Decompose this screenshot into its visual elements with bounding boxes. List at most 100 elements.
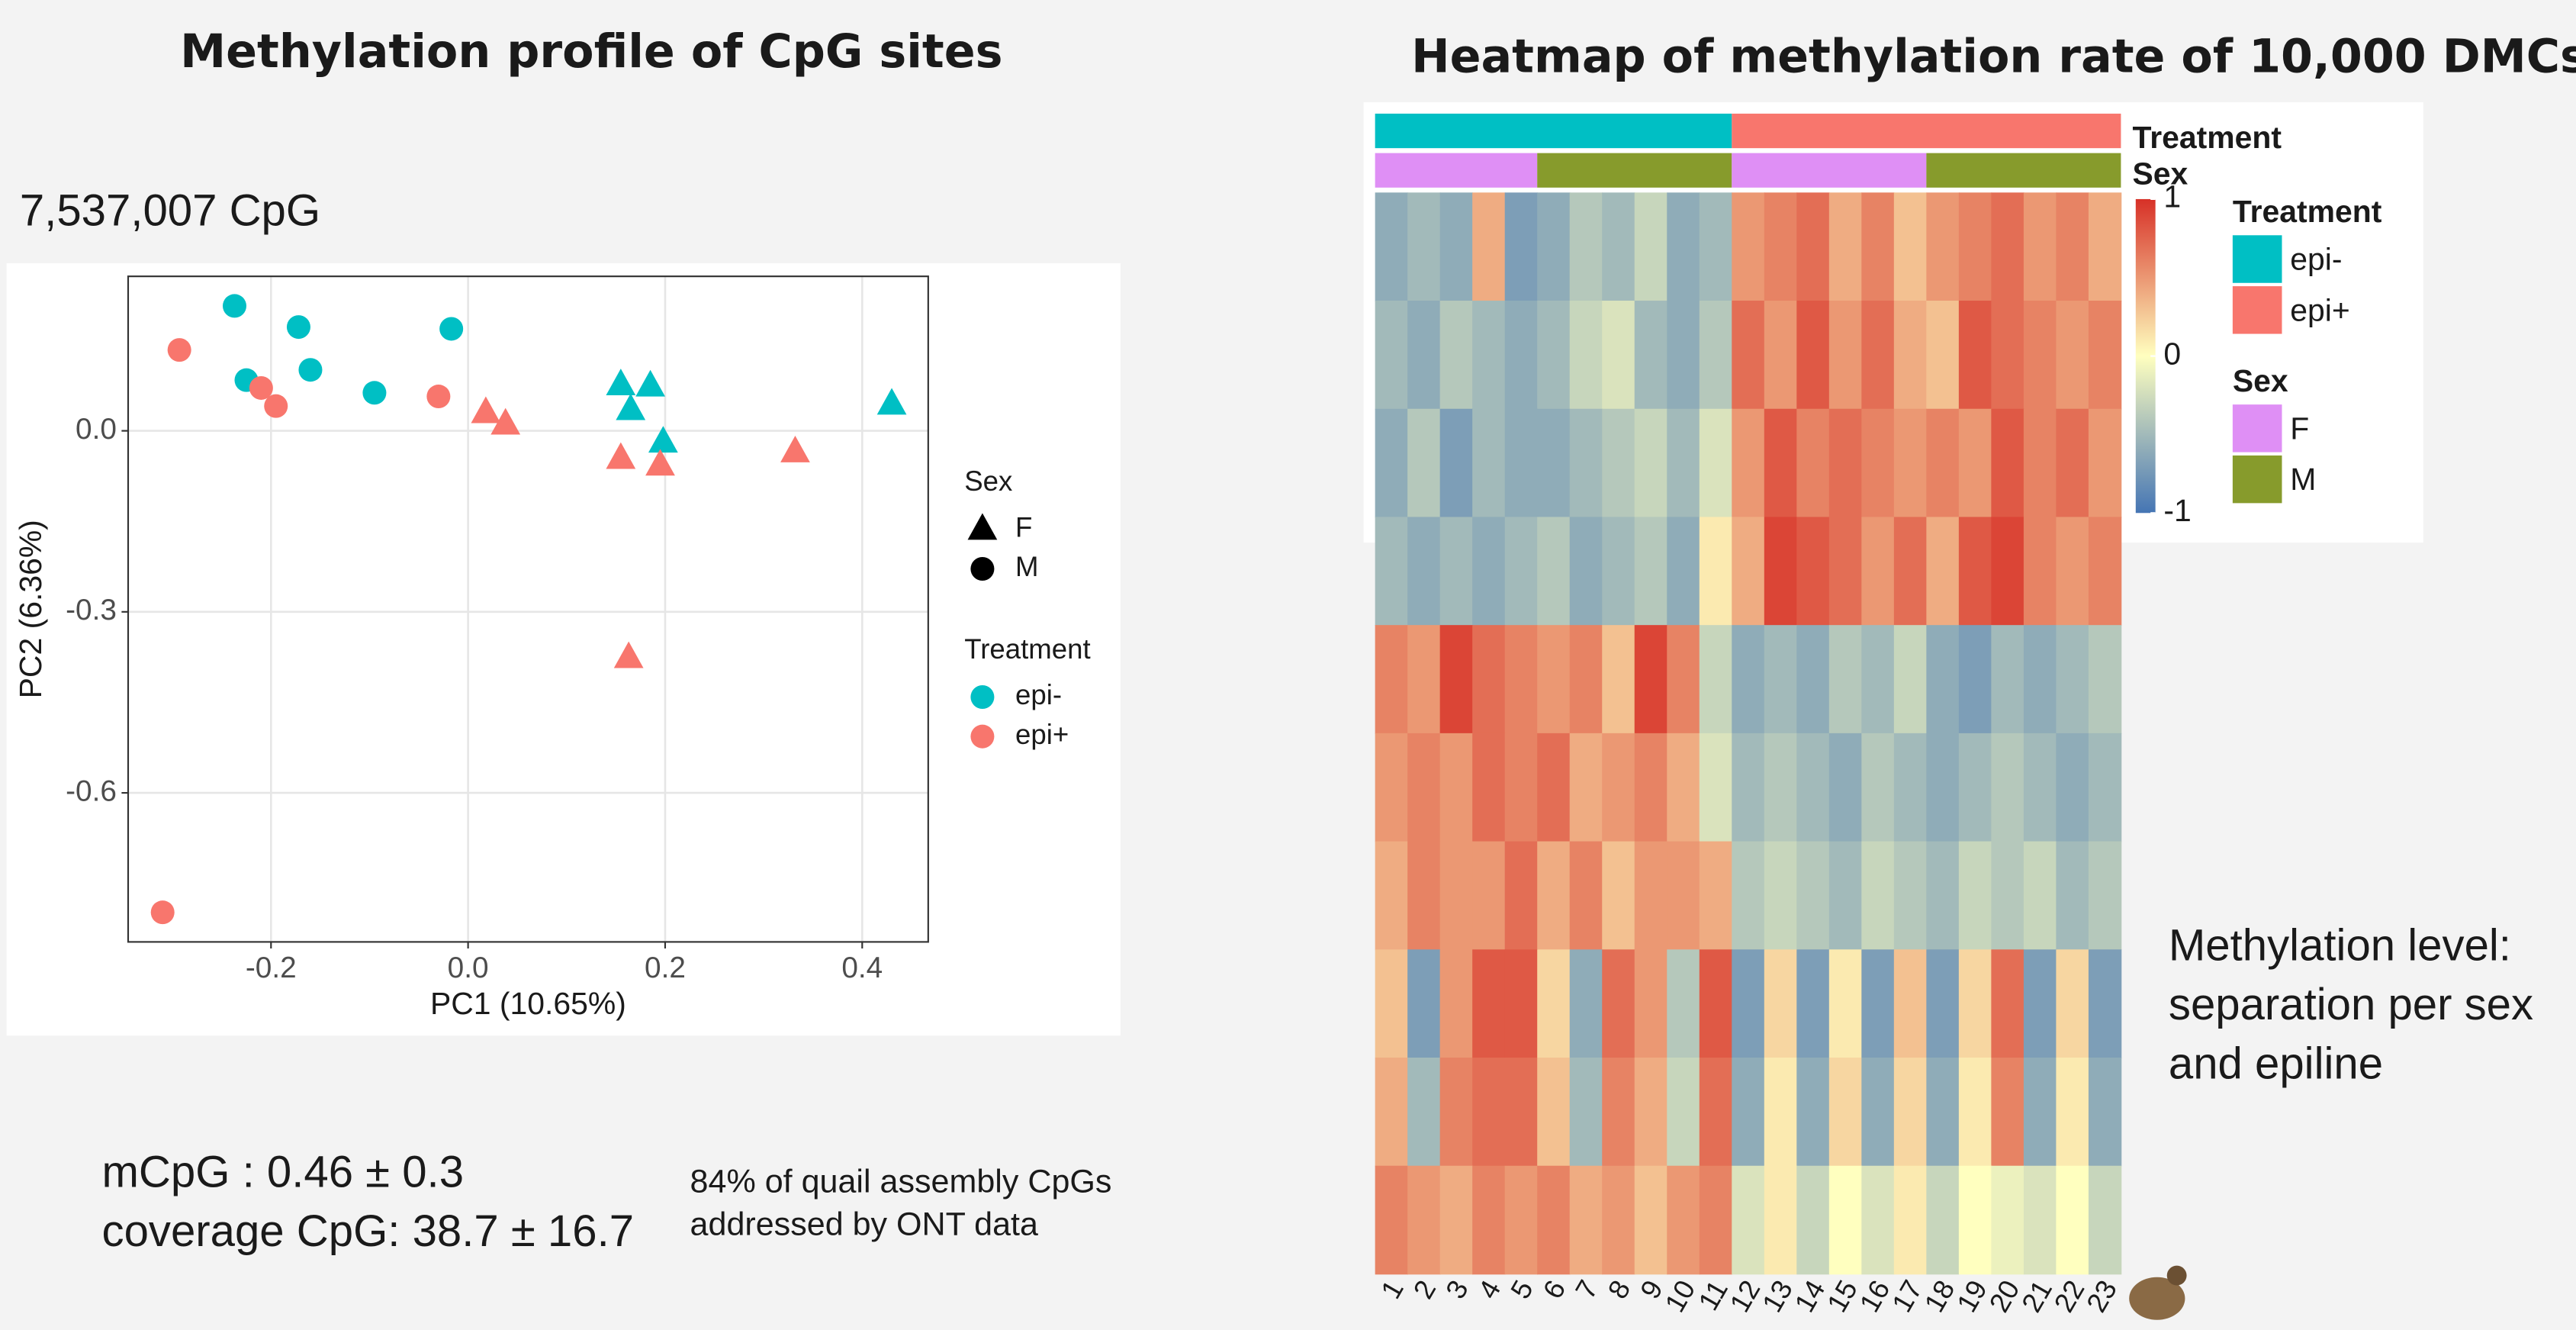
heat-cell	[1537, 625, 1571, 734]
heat-cell	[1732, 949, 1765, 1058]
heat-cell	[1602, 517, 1635, 626]
legend-label: epi-	[2290, 242, 2342, 277]
y-tick-label: -0.3	[66, 594, 117, 626]
heat-cell	[1634, 1058, 1668, 1167]
heat-cell	[2056, 301, 2089, 410]
triangle-point	[471, 396, 501, 423]
heat-cell	[1764, 517, 1798, 626]
heat-cell	[1958, 408, 1992, 518]
heat-cell	[2056, 625, 2089, 734]
y-tick-label: 0.0	[76, 413, 117, 446]
heat-cell	[1667, 408, 1700, 518]
heat-cell	[1407, 949, 1441, 1058]
y-tick-label: -0.6	[66, 774, 117, 807]
heat-cell	[1375, 1058, 1409, 1167]
column-label: 2	[1407, 1275, 1442, 1304]
heat-cell	[1893, 1165, 1928, 1275]
conclusion: separation per sex	[2169, 980, 2533, 1029]
legend-title: Sex	[2233, 363, 2288, 398]
heat-cell	[2088, 192, 2122, 301]
heat-cell	[1828, 1165, 1863, 1275]
heat-cell	[1602, 625, 1635, 734]
heat-cell	[2023, 408, 2057, 518]
heat-cell	[1504, 517, 1539, 626]
heat-cell	[1861, 625, 1895, 734]
heat-cell	[1407, 841, 1441, 951]
circle-point	[150, 900, 175, 925]
note: addressed by ONT data	[690, 1206, 1038, 1242]
heat-cell	[1828, 949, 1863, 1058]
circle-point	[426, 385, 451, 409]
legend-title: Treatment	[964, 633, 1090, 665]
heat-cell	[1732, 841, 1765, 951]
heat-cell	[1796, 301, 1830, 410]
heat-cell	[1699, 841, 1733, 951]
heat-cell	[1699, 1058, 1733, 1167]
heat-cell	[1828, 1058, 1863, 1167]
heat-cell	[1504, 408, 1539, 518]
heat-cell	[1537, 841, 1571, 951]
heat-cell	[1667, 192, 1700, 301]
heat-cell	[1634, 625, 1668, 734]
colorbar-label: 1	[2163, 179, 2181, 214]
heat-cell	[1828, 192, 1863, 301]
heat-cell	[1667, 625, 1700, 734]
heat-cell	[1602, 301, 1635, 410]
heat-cell	[1569, 625, 1603, 734]
heat-cell	[1667, 517, 1700, 626]
heat-cell	[1537, 1058, 1571, 1167]
heat-cell	[2056, 192, 2089, 301]
annotation-cell	[1537, 153, 1732, 188]
x-tick-label: 0.0	[448, 952, 489, 984]
circle-point	[298, 358, 323, 382]
heat-cell	[1407, 1058, 1441, 1167]
heat-cell	[1926, 517, 1960, 626]
heat-cell	[1958, 625, 1992, 734]
heat-cell	[1796, 192, 1830, 301]
heat-cell	[1634, 949, 1668, 1058]
heat-cell	[1375, 301, 1409, 410]
colorbar-label: 0	[2163, 336, 2181, 371]
stat: mCpG : 0.46 ± 0.3	[102, 1148, 465, 1197]
heat-cell	[1991, 733, 2024, 842]
heat-cell	[1861, 841, 1895, 951]
heat-cell	[1472, 1058, 1506, 1167]
plot-border	[127, 275, 929, 943]
heat-cell	[1958, 192, 1992, 301]
heat-cell	[1893, 192, 1928, 301]
circle-point	[222, 294, 246, 318]
annotation-cell	[1375, 113, 1732, 149]
heat-cell	[1828, 517, 1863, 626]
heat-cell	[1732, 301, 1765, 410]
heat-cell	[2088, 841, 2122, 951]
heat-cell	[1472, 949, 1506, 1058]
heat-cell	[1504, 625, 1539, 734]
note: 84% of quail assembly CpGs	[690, 1163, 1112, 1200]
heat-cell	[1407, 192, 1441, 301]
heat-cell	[2023, 1165, 2057, 1275]
heat-cell	[1375, 192, 1409, 301]
legend-label: epi-	[1015, 679, 1062, 710]
heat-cell	[2023, 733, 2057, 842]
heat-cell	[1439, 517, 1474, 626]
heat-cell	[1958, 1165, 1992, 1275]
heat-cell	[1893, 625, 1928, 734]
heat-cell	[1504, 192, 1539, 301]
heat-cell	[1439, 408, 1474, 518]
heat-cell	[1537, 408, 1571, 518]
heat-cell	[1569, 733, 1603, 842]
heat-cell	[1764, 625, 1798, 734]
heat-cell	[1472, 301, 1506, 410]
heat-cell	[1991, 625, 2024, 734]
heat-cell	[1699, 408, 1733, 518]
quail-icon	[2129, 1265, 2187, 1320]
heat-cell	[1504, 1165, 1539, 1275]
heat-cell	[2088, 625, 2122, 734]
heat-cell	[1699, 1165, 1733, 1275]
heat-cell	[1472, 841, 1506, 951]
heat-cell	[1732, 517, 1765, 626]
heat-cell	[1861, 733, 1895, 842]
heat-cell	[1667, 1058, 1700, 1167]
heat-cell	[2023, 192, 2057, 301]
